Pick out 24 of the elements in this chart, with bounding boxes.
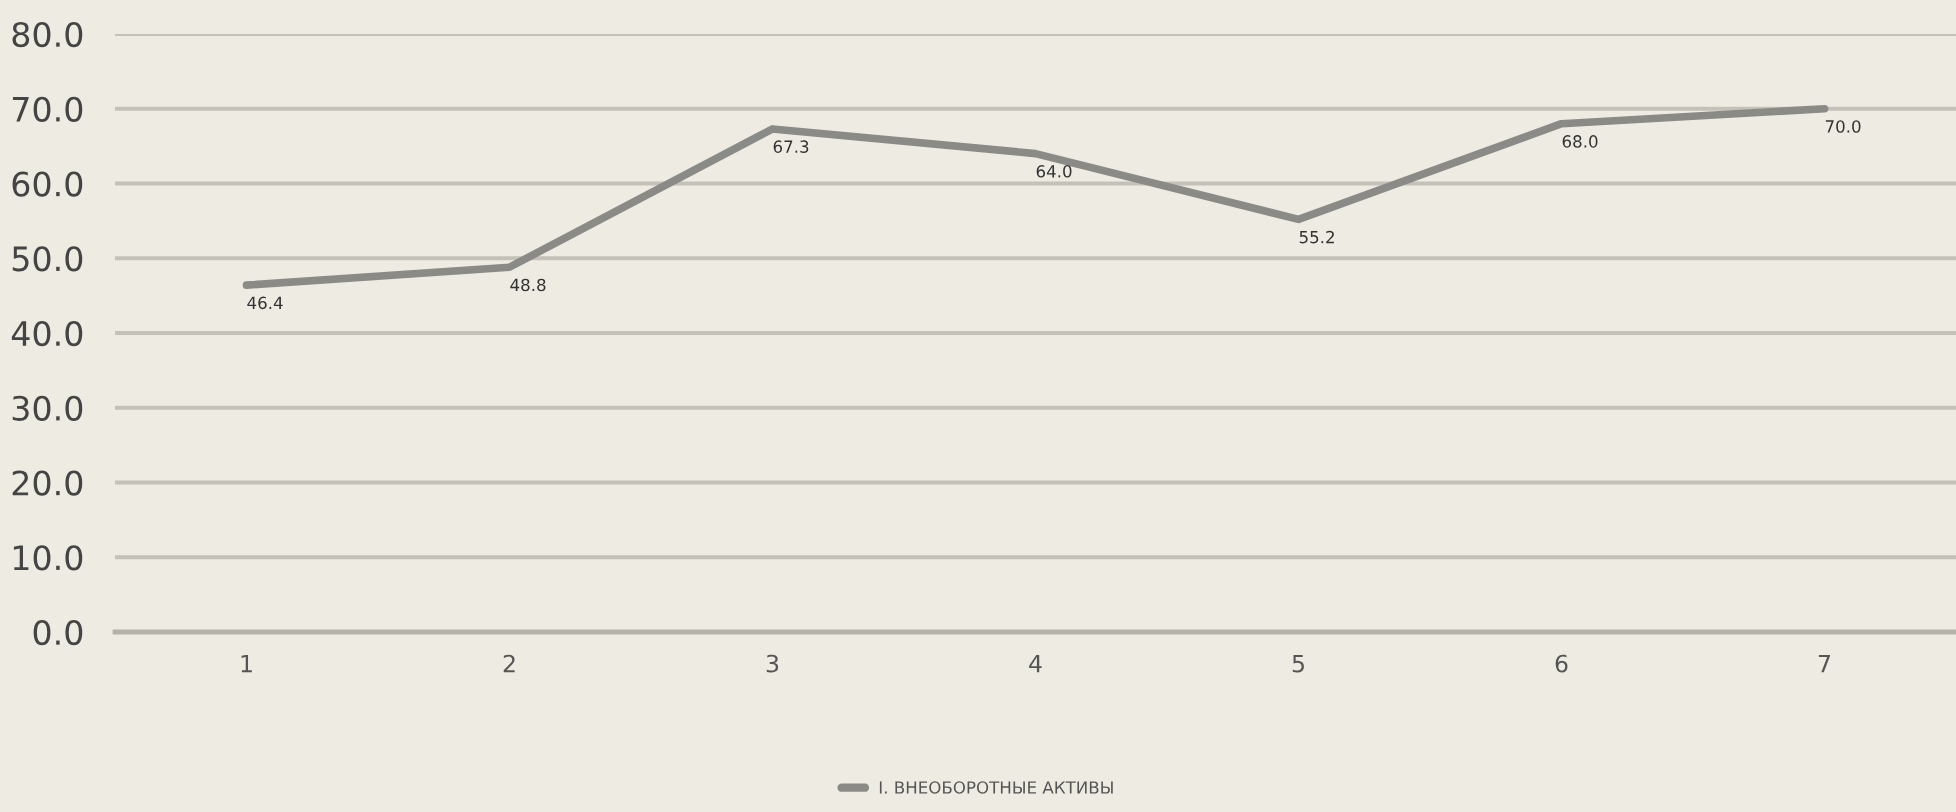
x-tick-label: 5 <box>1292 654 1304 673</box>
y-tick-label: 0.0 <box>33 619 83 646</box>
y-tick-label: 30.0 <box>12 395 83 421</box>
x-tick-label: 4 <box>1029 654 1042 673</box>
x-tick-label: 3 <box>766 654 779 673</box>
data-label: 68.0 <box>1562 135 1598 148</box>
data-label: 46.4 <box>247 296 283 310</box>
data-label: 55.2 <box>1299 230 1334 244</box>
x-tick-label: 1 <box>241 654 252 673</box>
data-label: 48.8 <box>510 278 546 292</box>
y-tick-label: 80.0 <box>12 21 83 48</box>
x-tick-label: 2 <box>503 654 515 673</box>
legend-label: I. ВНЕОБОРОТНЫЕ АКТИВЫ <box>879 781 1113 794</box>
y-tick-label: 50.0 <box>12 246 83 272</box>
y-tick-label: 20.0 <box>12 470 83 496</box>
y-tick-label: 10.0 <box>13 545 83 571</box>
x-tick-label: 7 <box>1818 654 1830 673</box>
y-tick-label: 60.0 <box>12 171 83 197</box>
data-label: 64.0 <box>1036 165 1072 178</box>
data-label: 67.3 <box>773 140 809 153</box>
data-label: 70.0 <box>1825 120 1861 133</box>
x-tick-label: 6 <box>1555 654 1568 673</box>
y-tick-label: 40.0 <box>11 320 83 347</box>
y-tick-label: 70.0 <box>12 96 83 122</box>
